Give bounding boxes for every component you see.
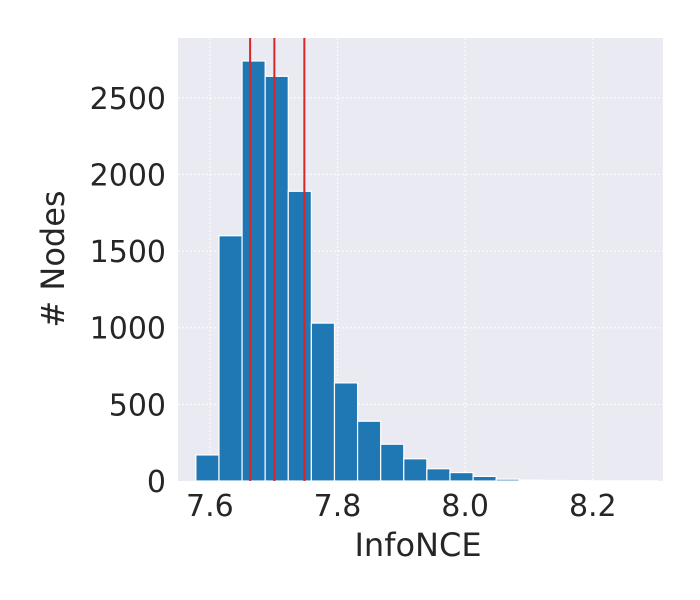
histogram-bar — [218, 235, 243, 482]
histogram-bar — [426, 468, 451, 482]
histogram-bar — [449, 471, 474, 482]
x-tick-label: 7.8 — [314, 489, 362, 524]
histogram-bar — [541, 479, 567, 482]
y-tick-label: 2000 — [90, 158, 166, 193]
y-tick-labels: 0 500 1000 1500 2000 2500 — [90, 82, 166, 500]
histogram-bar — [403, 458, 428, 482]
histogram-bar — [472, 475, 497, 482]
histogram-bar — [310, 322, 336, 482]
histogram-bar — [356, 420, 382, 482]
histogram-bar — [195, 454, 220, 482]
y-axis-title: # Nodes — [34, 190, 72, 327]
y-tick-label: 1500 — [90, 235, 166, 270]
histogram-bars — [195, 60, 659, 482]
x-tick-label: 8.2 — [569, 489, 617, 524]
histogram-bar — [287, 190, 312, 482]
histogram-bar — [333, 382, 359, 482]
histogram-bar — [380, 443, 405, 482]
histogram-bar — [518, 479, 543, 482]
marker-lines — [249, 38, 306, 481]
y-tick-label: 0 — [147, 465, 166, 500]
y-tick-label: 500 — [109, 388, 166, 423]
x-axis-title: InfoNCE — [354, 526, 481, 564]
x-tick-label: 7.6 — [186, 489, 234, 524]
x-tick-labels: 7.6 7.8 8.0 8.2 — [186, 489, 617, 524]
y-tick-label: 1000 — [90, 312, 166, 347]
x-tick-label: 8.0 — [441, 489, 489, 524]
histogram-bar — [241, 60, 266, 482]
histogram-bar — [495, 478, 520, 482]
y-tick-label: 2500 — [90, 82, 166, 117]
histogram-bar — [264, 75, 289, 482]
